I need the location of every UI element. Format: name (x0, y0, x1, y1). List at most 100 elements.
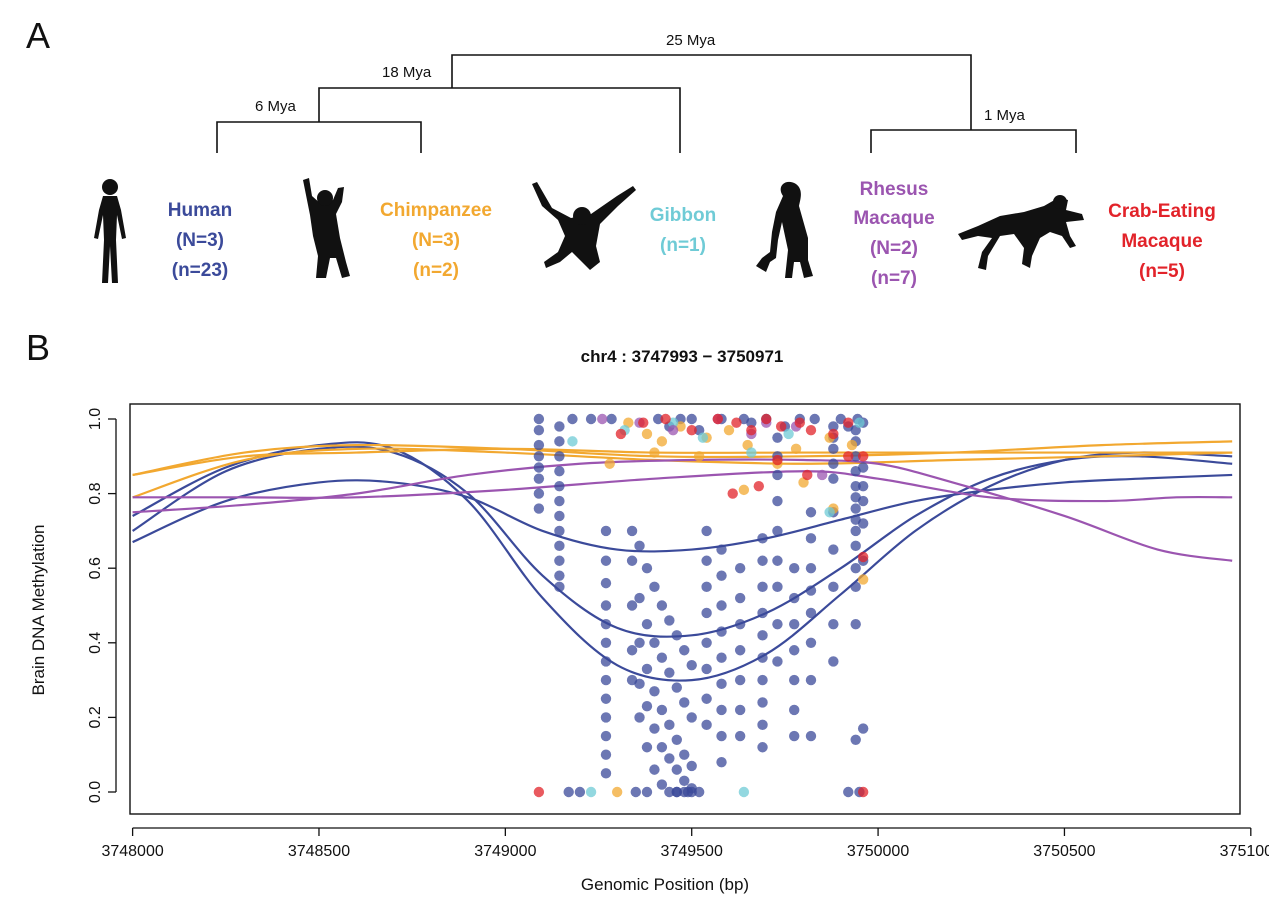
human-data-point (857, 518, 869, 529)
species-label-gibbon: Gibbon (n=1) (650, 205, 716, 256)
human-data-point (757, 742, 768, 753)
x-tick-label: 3750000 (847, 843, 909, 860)
tree-branch-macaques (870, 129, 1077, 153)
gibbon-data-point (738, 786, 750, 798)
human-data-point (701, 607, 712, 619)
human-data-point (600, 693, 612, 704)
crab-data-point (727, 488, 738, 499)
human-data-point (805, 507, 817, 518)
human-data-point (656, 704, 668, 716)
human-data-point (634, 637, 645, 648)
x-axis-title: Genomic Position (bp) (581, 875, 749, 894)
species-name: Macaque (853, 208, 934, 229)
chimpanzee-data-point (649, 447, 660, 458)
human-data-point (664, 667, 675, 678)
human-data-point (664, 719, 675, 731)
human-data-point (805, 637, 817, 648)
human-data-point (679, 775, 690, 787)
human-data-point (649, 686, 660, 697)
human-data-point (805, 674, 817, 686)
human-data-point (686, 413, 697, 425)
chimpanzee-data-point (611, 786, 623, 798)
human-silhouette-icon (94, 179, 126, 283)
crab-data-point (615, 428, 627, 440)
human-data-point (554, 436, 565, 447)
chimpanzee-silhouette-icon (303, 178, 350, 278)
human-data-point (693, 786, 705, 798)
human-data-point (828, 458, 839, 469)
human-data-point (641, 618, 653, 630)
crab-data-point (761, 413, 772, 425)
human-data-point (600, 674, 612, 686)
tree-node-label: 6 Mya (255, 98, 297, 115)
gibbon-silhouette-icon (532, 182, 636, 270)
species-name: Macaque (1121, 231, 1202, 252)
gibbon-data-point (824, 507, 835, 518)
human-data-point (701, 719, 712, 731)
human-data-point (772, 495, 783, 507)
human-data-point (757, 630, 768, 641)
human-data-point (679, 749, 690, 760)
human-data-point (757, 607, 768, 619)
smooth-line-1 (132, 445, 1233, 638)
y-tick-label: 0.0 (87, 781, 104, 803)
chimpanzee-data-point (723, 424, 735, 436)
human-data-point (789, 704, 800, 716)
crab-eating-macaque-silhouette-icon (958, 195, 1084, 270)
human-data-point (716, 600, 727, 611)
species-count: (N=2) (870, 238, 918, 259)
human-data-point (671, 786, 682, 798)
data-points (533, 413, 869, 798)
human-data-point (533, 413, 545, 425)
human-data-point (533, 424, 545, 436)
human-data-point (626, 555, 638, 566)
species-count: (n=23) (172, 260, 229, 281)
human-data-point (533, 488, 545, 499)
human-data-point (664, 753, 675, 764)
crab-data-point (533, 786, 545, 798)
crab-data-point (746, 424, 757, 436)
human-data-point (554, 540, 565, 552)
crab-data-point (794, 417, 806, 428)
species-count: (n=7) (871, 268, 917, 289)
human-data-point (850, 563, 861, 574)
human-data-point (828, 656, 839, 667)
human-data-point (734, 645, 746, 656)
human-data-point (772, 581, 783, 593)
human-data-point (634, 592, 645, 604)
tree-branch-great-ape-gibbon (318, 87, 681, 153)
human-data-point (656, 779, 668, 790)
crab-data-point (638, 417, 649, 428)
human-data-point (828, 421, 839, 432)
human-data-point (641, 786, 653, 798)
human-data-point (757, 555, 768, 566)
smooth-lines (132, 440, 1233, 682)
human-data-point (649, 723, 660, 734)
human-data-point (554, 570, 565, 581)
human-data-point (641, 663, 653, 675)
human-data-point (671, 764, 682, 775)
human-data-point (734, 618, 746, 630)
species-name: Gibbon (650, 205, 716, 226)
crab-data-point (857, 551, 869, 563)
human-data-point (789, 674, 800, 686)
y-tick-label: 0.6 (87, 557, 104, 579)
human-data-point (630, 786, 641, 798)
y-axis-title: Brain DNA Methylation (29, 524, 48, 695)
human-data-point (554, 555, 565, 566)
human-data-point (850, 480, 861, 492)
human-data-point (716, 704, 727, 716)
human-data-point (734, 730, 746, 742)
crab-data-point (857, 786, 869, 798)
human-data-point (857, 723, 869, 734)
gibbon-data-point (585, 786, 597, 798)
human-data-point (805, 607, 817, 619)
human-data-point (656, 742, 668, 753)
human-data-point (772, 656, 783, 667)
human-data-point (686, 712, 697, 723)
crab-data-point (772, 454, 783, 466)
human-data-point (850, 451, 861, 462)
human-data-point (850, 618, 861, 630)
